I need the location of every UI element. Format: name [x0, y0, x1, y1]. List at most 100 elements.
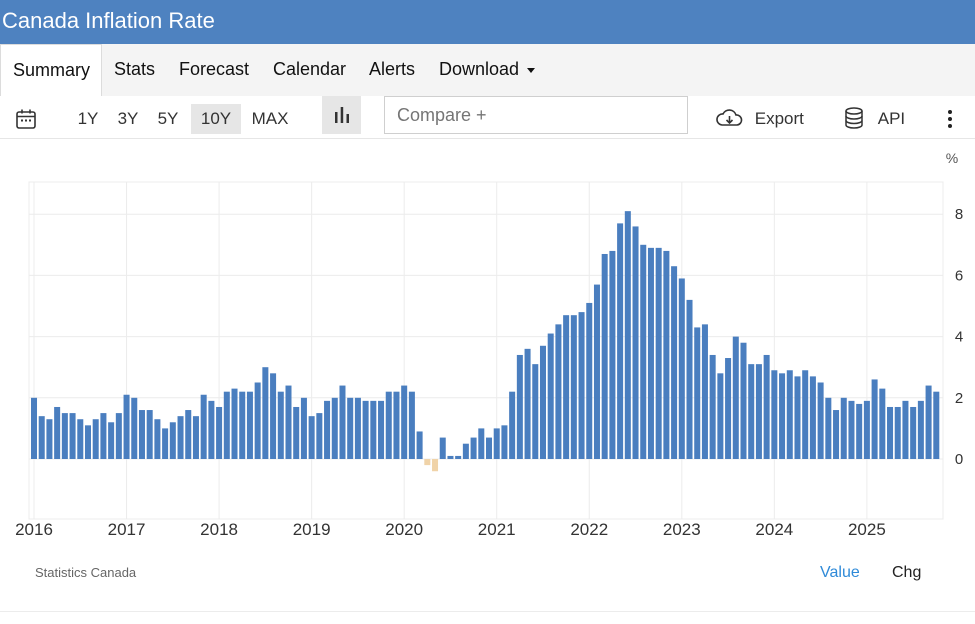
y-tick-label: 0	[955, 451, 963, 468]
value-toggle[interactable]: Value	[820, 564, 860, 581]
tab-calendar[interactable]: Calendar	[273, 59, 347, 79]
tab-alerts[interactable]: Alerts	[369, 59, 416, 79]
y-tick-label: 4	[955, 329, 963, 346]
range-1y-button[interactable]: 1Y	[77, 109, 99, 128]
x-tick-label: 2022	[570, 520, 608, 539]
bar	[100, 413, 107, 459]
bar	[84, 425, 91, 459]
bar	[763, 354, 770, 459]
x-tick-label: 2019	[293, 520, 331, 539]
tab-bar: Summary Stats Forecast Calendar Alerts D…	[0, 44, 975, 97]
tab-summary[interactable]: Summary	[0, 44, 102, 96]
api-label: API	[877, 109, 906, 128]
chart-area: 0 2 4 6 8% 2016 2017 2018 2019 2020 2021 2022 2023 20…	[0, 139, 975, 614]
bar	[262, 367, 269, 459]
bar	[701, 324, 708, 459]
bar	[424, 459, 431, 466]
range-10y-button[interactable]: 10Y	[191, 104, 241, 134]
bar	[200, 394, 207, 459]
page-title: Canada Inflation Rate	[2, 8, 215, 33]
bar	[470, 437, 477, 459]
bar	[285, 385, 292, 459]
range-3y-button[interactable]: 3Y	[117, 109, 139, 128]
bar	[270, 373, 277, 459]
bar	[92, 419, 99, 459]
bar	[740, 342, 747, 459]
tab-download[interactable]: Download	[439, 44, 536, 96]
caret-down-icon	[527, 67, 536, 73]
bar	[694, 327, 701, 459]
bar	[455, 455, 462, 459]
range-max-button[interactable]: MAX	[251, 109, 289, 128]
bar	[678, 278, 685, 459]
chg-toggle[interactable]: Chg	[892, 564, 922, 581]
bar	[725, 358, 732, 459]
bar	[586, 302, 593, 459]
bar	[786, 370, 793, 459]
x-tick-label: 2017	[108, 520, 146, 539]
bar	[578, 312, 585, 459]
bar	[254, 382, 261, 459]
title-bar: Canada Inflation Rate	[0, 0, 975, 44]
bar	[547, 333, 554, 459]
bar	[871, 379, 878, 459]
x-tick-label: 2016	[15, 520, 53, 539]
bar	[516, 354, 523, 459]
bar	[185, 410, 192, 459]
bar	[663, 250, 670, 459]
bar	[108, 422, 115, 459]
bar	[894, 406, 901, 459]
tab-forecast[interactable]: Forecast	[179, 59, 250, 79]
y-tick-label: 2	[955, 390, 963, 407]
api-button[interactable]: API	[843, 104, 913, 134]
bar	[748, 364, 755, 459]
bar	[223, 391, 230, 459]
bar	[709, 354, 716, 459]
bar	[439, 437, 446, 459]
x-tick-label: 2024	[755, 520, 793, 539]
bar	[138, 410, 145, 459]
bar	[162, 428, 169, 459]
bar	[378, 400, 385, 459]
x-tick-label: 2025	[848, 520, 886, 539]
bar	[408, 391, 415, 459]
bar	[169, 422, 176, 459]
bar	[609, 250, 616, 459]
bar	[539, 345, 546, 459]
more-options-icon[interactable]	[940, 104, 960, 134]
export-button[interactable]: Export	[714, 104, 814, 134]
bar	[902, 400, 909, 459]
y-tick-label: 8	[955, 206, 963, 223]
bar	[917, 400, 924, 459]
bar	[802, 370, 809, 459]
bar	[794, 376, 801, 459]
bar	[331, 397, 338, 459]
bar	[755, 364, 762, 459]
inflation-bar-chart: 0 2 4 6 8% 2016 2017 2018 2019 2020 2021 2022 2023 20…	[15, 150, 963, 539]
calendar-icon[interactable]	[12, 104, 40, 134]
tab-stats[interactable]: Stats	[114, 59, 156, 79]
bar	[570, 315, 577, 459]
bar	[354, 397, 361, 459]
toolbar: 1Y 3Y 5Y 10Y MAX Export API	[0, 96, 975, 139]
bar	[647, 247, 654, 459]
bar	[563, 315, 570, 459]
x-tick-label: 2021	[478, 520, 516, 539]
database-icon	[845, 107, 863, 129]
range-5y-button[interactable]: 5Y	[157, 109, 179, 128]
divider	[0, 611, 975, 612]
bar	[115, 413, 122, 459]
bar	[300, 397, 307, 459]
bar	[825, 397, 832, 459]
compare-input[interactable]	[384, 96, 688, 134]
bar	[38, 416, 45, 459]
bar	[192, 416, 199, 459]
bar-chart-icon[interactable]	[322, 96, 361, 134]
bar	[339, 385, 346, 459]
bar	[732, 336, 739, 459]
bar	[686, 299, 693, 459]
bar	[524, 348, 531, 459]
bar	[856, 403, 863, 459]
cloud-download-icon	[716, 109, 743, 126]
bar	[833, 410, 840, 459]
